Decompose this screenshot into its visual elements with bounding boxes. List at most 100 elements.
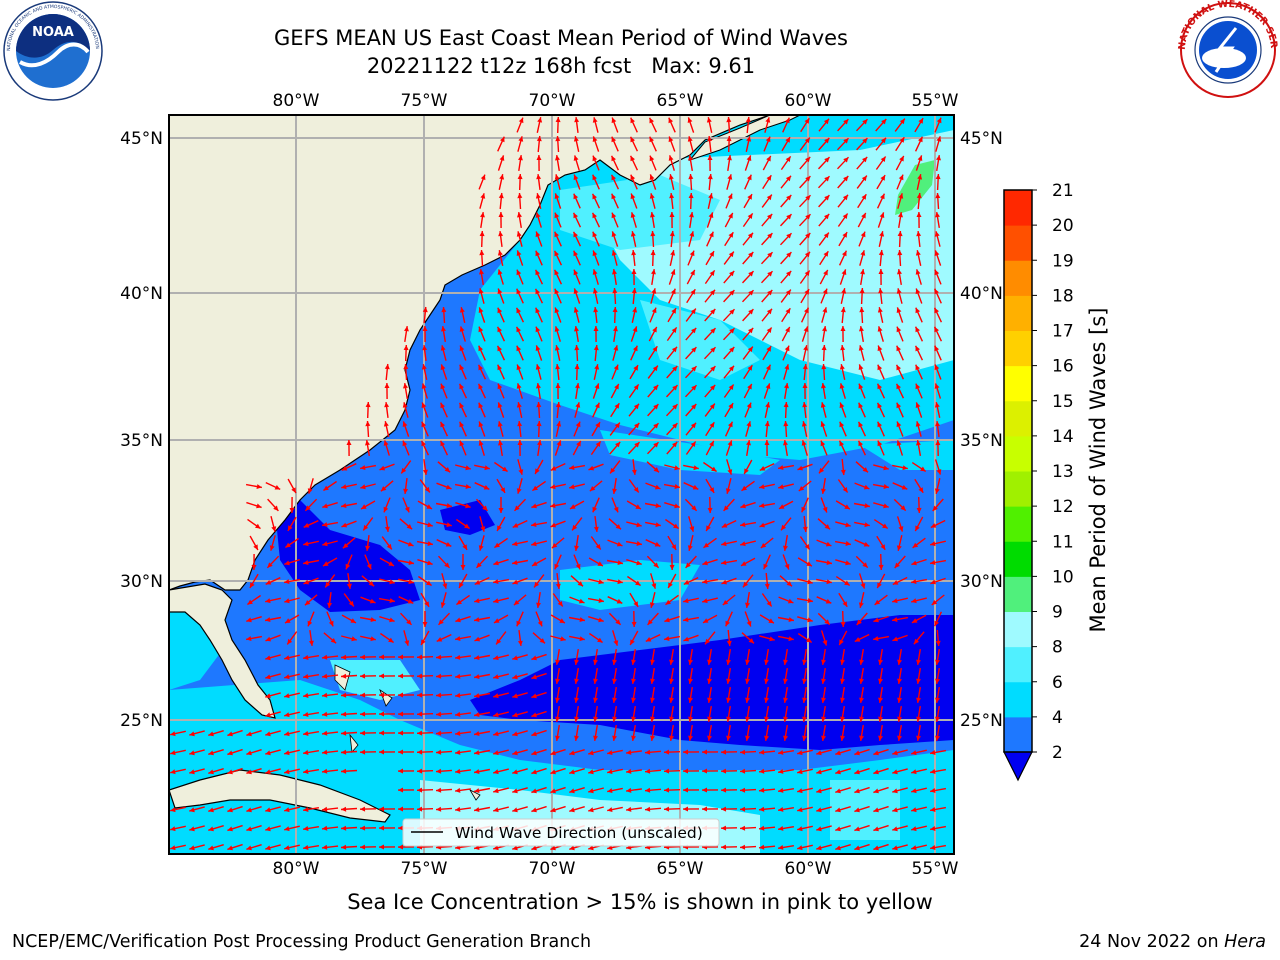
wind-vector-head: [728, 365, 734, 372]
wind-vector-head: [764, 659, 769, 665]
wind-vector-head: [896, 421, 902, 428]
wind-vector-head: [170, 731, 176, 737]
wind-vector-head: [649, 602, 655, 608]
wind-vector-head: [480, 526, 486, 532]
wind-vector-head: [341, 692, 347, 698]
wind-vector-head: [797, 788, 803, 794]
wind-vector-head: [726, 716, 731, 722]
wind-vector-head: [879, 231, 885, 237]
wind-vector-head: [691, 366, 697, 372]
wind-vector-head: [797, 769, 803, 775]
wind-vector-head: [690, 308, 696, 315]
wind-vector-head: [189, 845, 195, 851]
wind-vector-head: [595, 441, 601, 447]
colorbar-segment: [1004, 716, 1032, 753]
wind-vector-head: [494, 618, 500, 623]
wind-vector-head: [767, 213, 773, 220]
wind-vector-head: [721, 768, 727, 774]
wind-vector-head: [655, 522, 661, 528]
wind-vector-head: [935, 174, 941, 180]
wind-vector-head: [497, 288, 503, 295]
wind-vector-head: [916, 659, 921, 665]
wind-vector-head: [873, 769, 879, 775]
wind-vector-head: [668, 136, 674, 143]
wind-vector-head: [727, 193, 733, 200]
wind-vector-head: [265, 674, 271, 680]
colorbar-segment: [1004, 225, 1032, 261]
wind-vector-head: [901, 484, 908, 490]
wind-vector-head: [936, 136, 942, 142]
wind-vector-head: [573, 307, 579, 313]
wind-vector-head: [303, 731, 309, 736]
wind-vector-head: [341, 711, 347, 717]
wind-vector-head: [859, 678, 864, 684]
wind-vector-head: [892, 617, 898, 622]
wind-vector-head: [824, 524, 830, 530]
wind-vector-head: [708, 193, 714, 199]
wind-vector-head: [645, 749, 651, 755]
wind-vector-head: [404, 506, 410, 513]
wind-vector-head: [633, 403, 639, 410]
wind-vector-head: [539, 638, 545, 644]
wind-vector-head: [862, 138, 868, 144]
wind-vector-head: [911, 769, 917, 775]
wind-vector-head: [726, 678, 731, 684]
colorbar-segment: [1004, 541, 1032, 577]
wind-vector-head: [918, 118, 924, 124]
wind-vector-head: [634, 442, 640, 448]
wind-vector-head: [322, 806, 328, 812]
wind-vector-head: [688, 659, 693, 665]
wind-vector-head: [858, 440, 863, 447]
colorbar-tick-label: 2: [1052, 743, 1063, 763]
wind-vector-head: [536, 421, 542, 427]
wind-vector-head: [531, 750, 537, 756]
wind-vector-head: [303, 826, 309, 831]
wind-vector-head: [843, 119, 849, 125]
wind-vector-head: [459, 307, 465, 313]
wind-vector-head: [687, 136, 693, 142]
wind-vector-head: [496, 638, 502, 645]
wind-vector-head: [840, 659, 845, 665]
wind-vector-head: [858, 364, 864, 370]
wind-vector-head: [518, 469, 524, 475]
wind-vector-head: [514, 505, 520, 511]
wind-vector-head: [531, 655, 537, 661]
wind-vector-head: [615, 524, 621, 530]
wind-vector-head: [389, 598, 395, 603]
footer-date-text: 24 Nov 2022 on: [1079, 932, 1219, 952]
wind-vector-head: [843, 157, 849, 163]
wind-vector-head: [759, 749, 765, 755]
wind-vector-head: [785, 308, 791, 314]
wind-vector-head: [747, 365, 753, 371]
wind-vector-head: [322, 692, 328, 698]
noaa-logo-text: NOAA: [32, 25, 74, 40]
wind-vector-head: [835, 807, 841, 813]
lat-label-right: 25°N: [960, 711, 1003, 731]
wind-vector-head: [384, 402, 390, 408]
wind-vector-head: [593, 678, 598, 684]
lon-label-bottom: 65°W: [657, 859, 704, 879]
wind-vector-head: [765, 117, 771, 123]
colorbar-tick-label: 13: [1052, 462, 1074, 482]
wind-vector-head: [691, 404, 697, 410]
wind-vector-head: [361, 504, 367, 509]
wind-vector-head: [516, 620, 522, 627]
wind-vector-head: [766, 601, 772, 607]
wind-vector-head: [427, 560, 433, 566]
wind-vector-head: [626, 768, 632, 774]
wind-vector-head: [550, 750, 556, 756]
darkblue-west: [275, 500, 420, 612]
lon-label-top: 75°W: [401, 91, 448, 111]
wind-vector-head: [653, 467, 659, 473]
wind-vector-head: [721, 806, 727, 812]
lon-label-top: 55°W: [912, 91, 959, 111]
wind-vector-head: [365, 421, 371, 427]
wind-vector-head: [555, 735, 560, 741]
wind-vector-head: [478, 545, 484, 551]
wind-vector-head: [574, 326, 579, 332]
wind-vector-head: [854, 750, 860, 756]
wind-vector-head: [386, 543, 392, 550]
wind-vector-head: [664, 749, 670, 755]
colorbar-tick-label: 11: [1052, 532, 1074, 552]
wind-vector-head: [747, 174, 752, 181]
